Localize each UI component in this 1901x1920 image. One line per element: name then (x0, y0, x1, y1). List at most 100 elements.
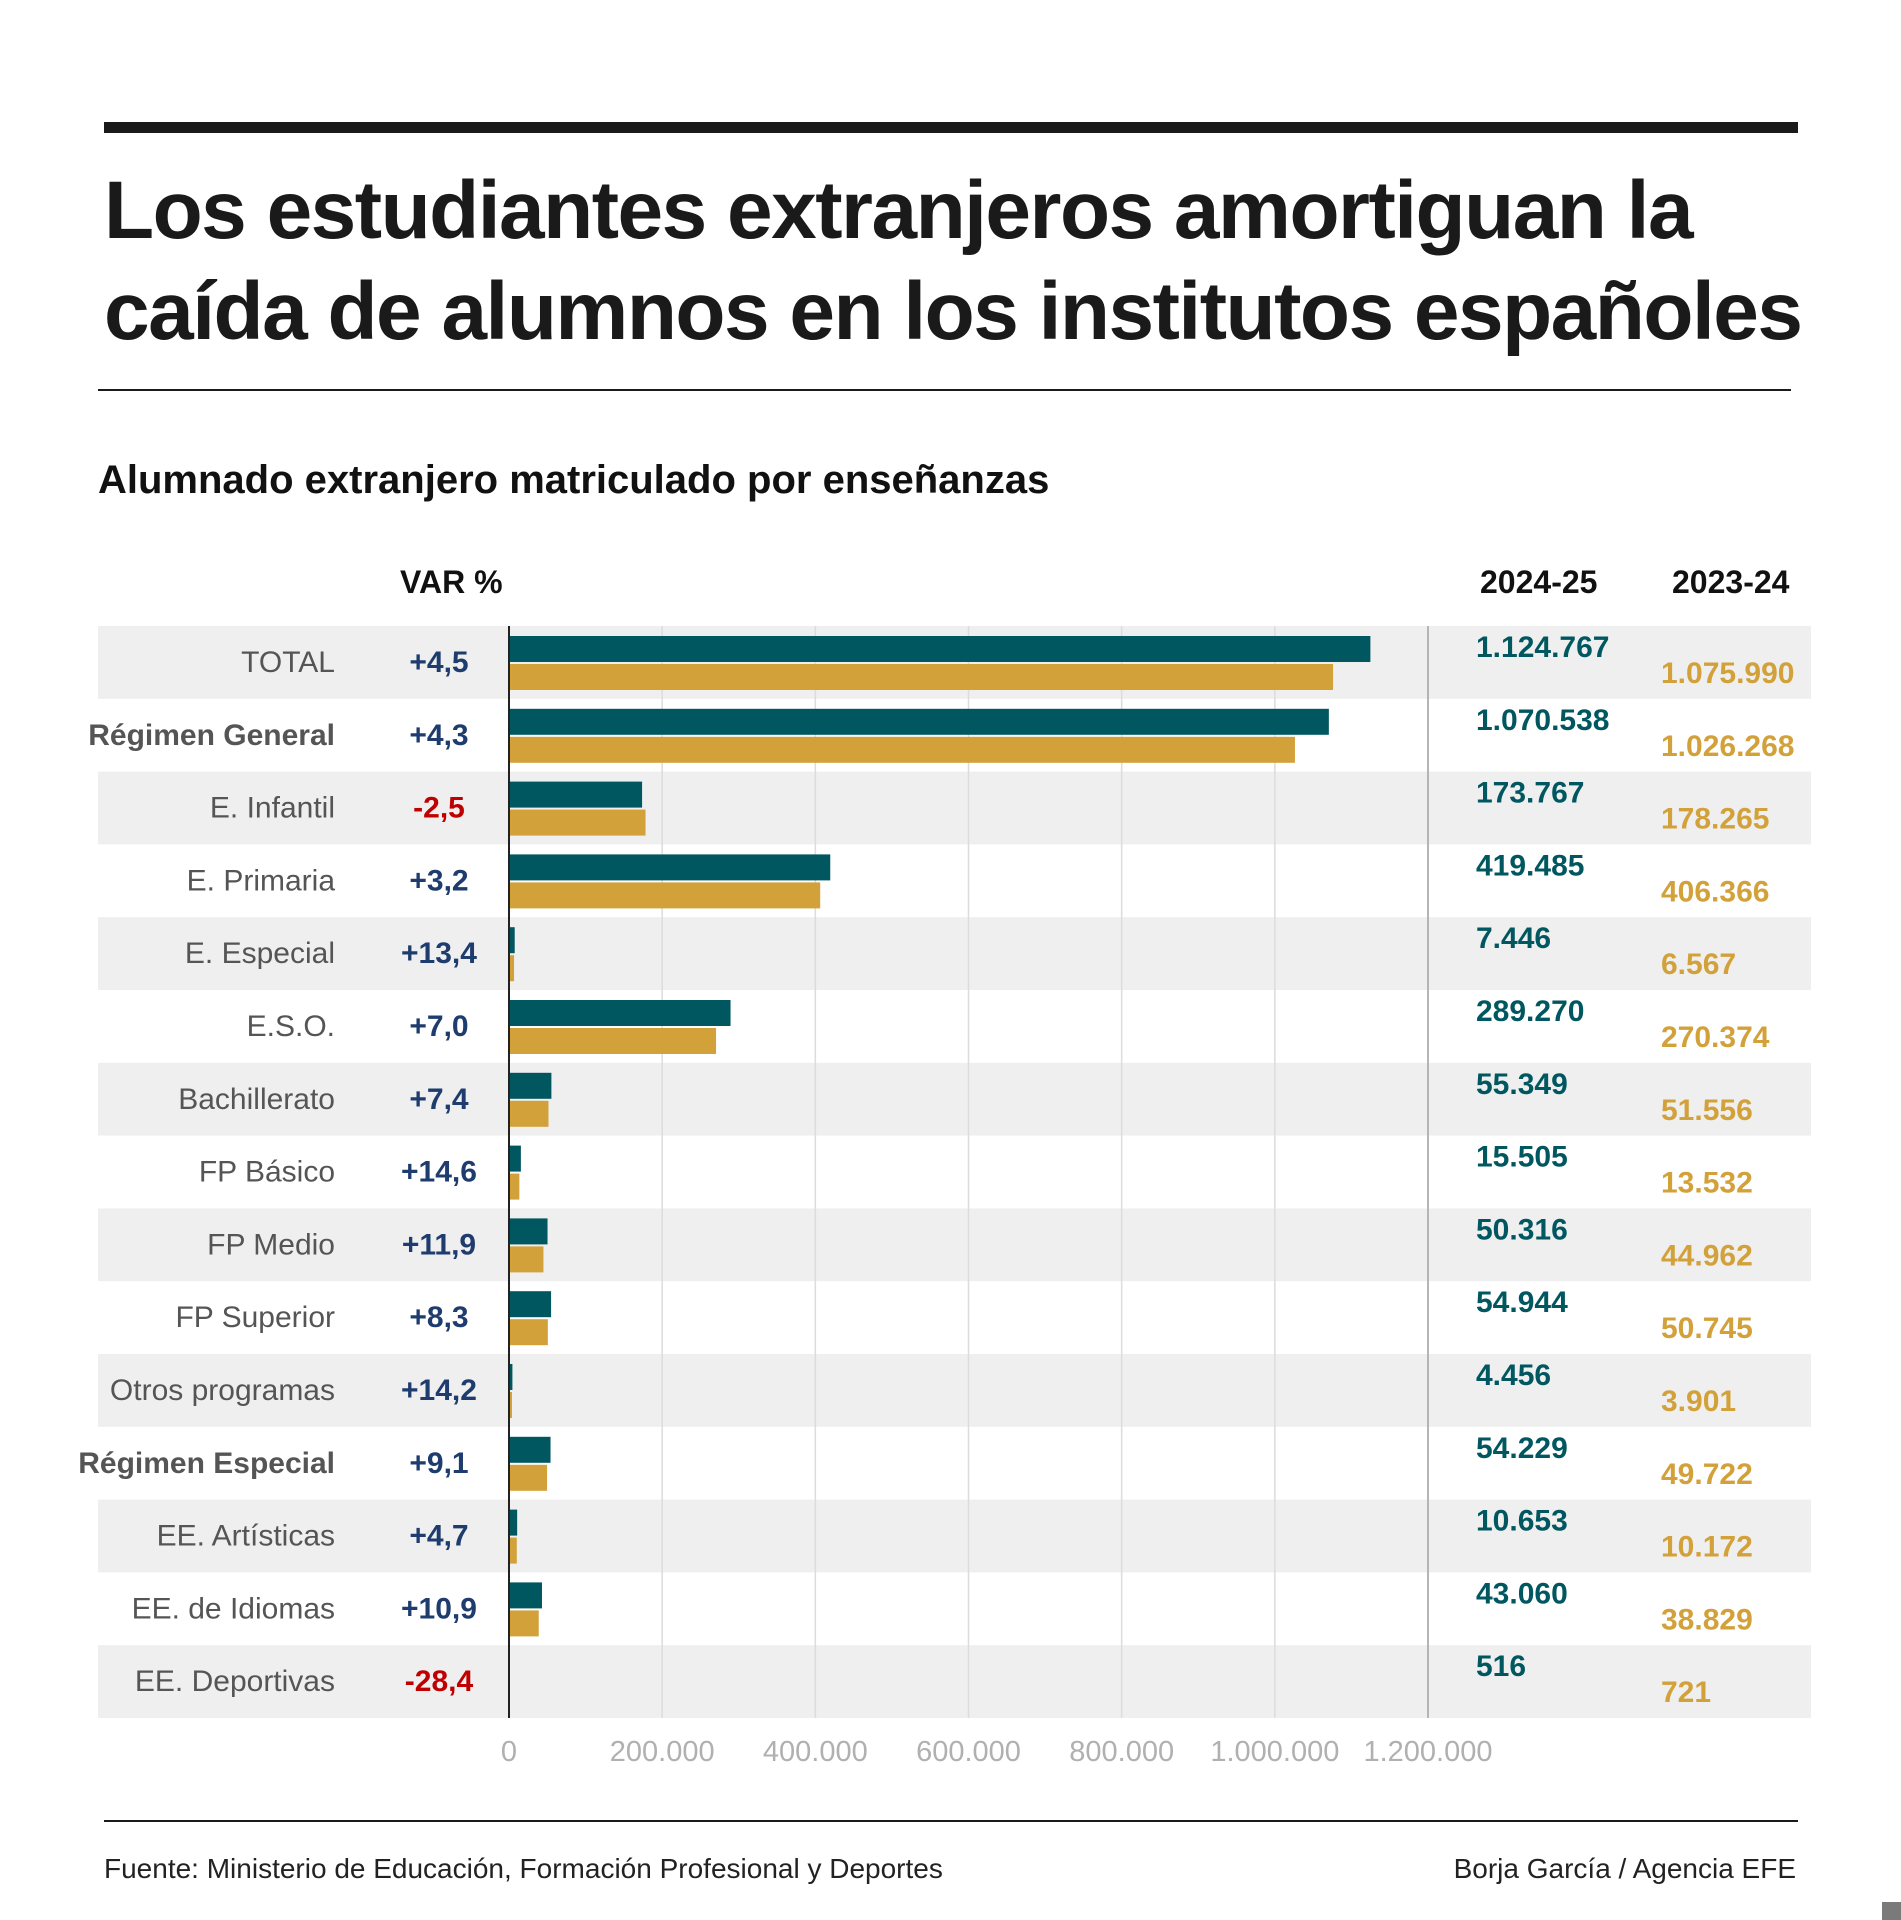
variation-label: +4,3 (409, 719, 468, 752)
bar-2024-25 (509, 781, 643, 808)
variation-label: +3,2 (409, 864, 468, 897)
bar-2023-24 (509, 1028, 717, 1054)
bar-2024-25 (509, 1291, 552, 1318)
credit-note: Borja García / Agencia EFE (1453, 1853, 1796, 1884)
x-tick-label: 400.000 (763, 1736, 868, 1768)
value-label-2024-25: 1.070.538 (1476, 704, 1609, 737)
col-2023-header: 2023-24 (1672, 564, 1790, 600)
bar-2023-24 (509, 736, 1295, 763)
category-label: EE. de Idiomas (132, 1592, 335, 1625)
value-label-2023-24: 13.532 (1661, 1167, 1753, 1200)
value-label-2024-25: 516 (1476, 1650, 1526, 1683)
x-tick-label: 1.200.000 (1363, 1736, 1492, 1768)
row-stripe (98, 1499, 1811, 1573)
bar-2024-25 (509, 1218, 548, 1245)
value-label-2024-25: 7.446 (1476, 922, 1551, 955)
category-label: FP Básico (199, 1156, 335, 1189)
variation-label: +14,6 (401, 1156, 477, 1189)
variation-label: +7,4 (409, 1083, 469, 1116)
value-label-2024-25: 173.767 (1476, 777, 1584, 810)
col-2024-header: 2024-25 (1480, 564, 1598, 600)
bar-2023-24 (509, 1537, 517, 1564)
bar-2023-24 (509, 1173, 520, 1200)
row-stripe (98, 1645, 1811, 1718)
row-stripe (98, 1062, 1811, 1136)
variation-label: +14,2 (401, 1374, 477, 1407)
bar-2024-25 (509, 1582, 542, 1609)
value-label-2024-25: 15.505 (1476, 1141, 1568, 1174)
bar-2024-25 (509, 1509, 518, 1536)
variation-label: +8,3 (409, 1301, 468, 1334)
variation-label: -28,4 (405, 1665, 474, 1698)
x-tick-label: 1.000.000 (1210, 1736, 1339, 1768)
variation-label: +4,5 (409, 646, 468, 679)
bar-2024-25 (509, 1364, 513, 1390)
variation-label: +13,4 (401, 937, 477, 970)
value-label-2023-24: 51.556 (1661, 1094, 1753, 1127)
bar-2023-24 (509, 882, 821, 909)
value-label-2024-25: 54.229 (1476, 1432, 1568, 1465)
bar-2024-25 (509, 1436, 551, 1463)
value-label-2024-25: 54.944 (1476, 1286, 1568, 1319)
value-label-2024-25: 289.270 (1476, 995, 1584, 1028)
value-label-2024-25: 4.456 (1476, 1359, 1551, 1392)
var-column-header: VAR % (400, 564, 503, 600)
value-label-2023-24: 270.374 (1661, 1021, 1770, 1054)
bar-2023-24 (509, 809, 646, 836)
value-label-2023-24: 10.172 (1661, 1531, 1753, 1564)
corner-marker (1882, 1902, 1901, 1920)
x-tick-label: 600.000 (916, 1736, 1021, 1768)
category-label: Régimen General (88, 719, 335, 752)
category-label: EE. Artísticas (157, 1520, 335, 1553)
chart-title-line-1: Los estudiantes extranjeros amortiguan l… (104, 165, 1694, 256)
category-label: TOTAL (241, 646, 335, 679)
category-label: Bachillerato (178, 1083, 335, 1116)
bar-2023-24 (509, 1464, 548, 1491)
bar-2024-25 (509, 708, 1329, 735)
bar-2023-24 (509, 1246, 544, 1273)
variation-label: +7,0 (409, 1010, 468, 1043)
category-label: Régimen Especial (78, 1447, 335, 1480)
value-label-2024-25: 55.349 (1476, 1068, 1568, 1101)
x-tick-label: 200.000 (610, 1736, 715, 1768)
chart-title: Los estudiantes extranjeros amortiguan l… (104, 160, 1824, 362)
x-tick-label: 0 (501, 1736, 517, 1768)
bar-2024-25 (509, 1000, 731, 1026)
category-label: E. Primaria (187, 864, 336, 897)
category-label: E.S.O. (247, 1010, 335, 1043)
bar-2024-25 (509, 854, 831, 881)
variation-label: -2,5 (413, 792, 465, 825)
bar-2023-24 (509, 1319, 548, 1346)
row-stripe (98, 771, 1811, 845)
category-label: E. Infantil (210, 792, 335, 825)
bar-2024-25 (509, 927, 515, 954)
footer-divider (104, 1820, 1798, 1822)
value-label-2023-24: 6.567 (1661, 948, 1736, 981)
bar-2023-24 (509, 1610, 539, 1637)
value-label-2024-25: 1.124.767 (1476, 631, 1609, 664)
value-label-2023-24: 44.962 (1661, 1239, 1753, 1272)
variation-label: +9,1 (409, 1447, 468, 1480)
variation-label: +4,7 (409, 1520, 468, 1553)
bar-2024-25 (509, 636, 1371, 662)
bar-2024-25 (509, 1072, 552, 1099)
title-divider (98, 389, 1791, 391)
bar-2023-24 (509, 1100, 549, 1127)
value-label-2023-24: 1.026.268 (1661, 730, 1794, 763)
value-label-2024-25: 43.060 (1476, 1577, 1568, 1610)
row-stripe (98, 1354, 1811, 1427)
bar-2023-24 (509, 1392, 512, 1418)
category-label: E. Especial (185, 937, 335, 970)
category-label: FP Medio (207, 1228, 335, 1261)
variation-label: +11,9 (402, 1228, 476, 1261)
bar-2023-24 (509, 955, 515, 982)
bar-chart: TOTAL +4,5 1.124.767 1.075.990 Régimen Gener… (78, 626, 1811, 1768)
row-stripe (98, 917, 1811, 990)
value-label-2023-24: 406.366 (1661, 875, 1769, 908)
variation-label: +10,9 (401, 1592, 477, 1625)
row-stripe (98, 1208, 1811, 1282)
category-label: FP Superior (175, 1301, 335, 1334)
bar-2024-25 (509, 1145, 521, 1172)
top-rule (104, 122, 1798, 133)
value-label-2023-24: 50.745 (1661, 1312, 1753, 1345)
